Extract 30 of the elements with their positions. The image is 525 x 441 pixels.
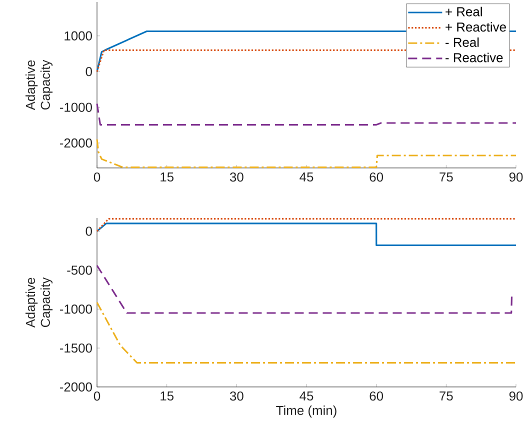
x-tick-label: 45 [300,392,314,401]
x-tick-label: 45 [300,172,314,182]
legend-label: + Real [446,6,482,16]
y-tick-label: 1000 [64,31,92,40]
y-tick-label: -2000 [60,382,92,392]
legend-label: - Reactive [446,52,503,62]
legend-label: - Real [446,37,479,47]
x-tick-label: 75 [440,392,453,401]
y-axis-title: Adaptive Capacity [26,277,53,328]
y-tick-label: -1500 [60,343,92,353]
x-tick-label: 0 [94,172,100,182]
x-tick-label: 90 [509,172,523,182]
y-axis-title: Adaptive Capacity [26,60,53,110]
x-tick-label: 30 [230,172,244,182]
x-tick-label: 15 [160,172,174,182]
x-tick-label: 0 [94,391,100,401]
x-tick-label: 90 [509,391,523,401]
legend-label: + Reactive [446,22,506,32]
y-tick-label: 0 [86,226,92,236]
y-tick-label: -500 [67,266,92,275]
x-tick-label: 75 [440,172,453,182]
y-tick-label: -1000 [60,102,92,112]
x-tick-label: 15 [160,392,174,401]
x-axis-title: Time (min) [276,405,336,418]
x-tick-label: 60 [370,391,384,401]
y-tick-label: -1000 [60,304,92,314]
x-tick-label: 30 [230,391,244,401]
y-tick-label: -2000 [60,138,92,148]
x-tick-label: 60 [370,172,384,182]
y-tick-label: 0 [86,67,92,76]
